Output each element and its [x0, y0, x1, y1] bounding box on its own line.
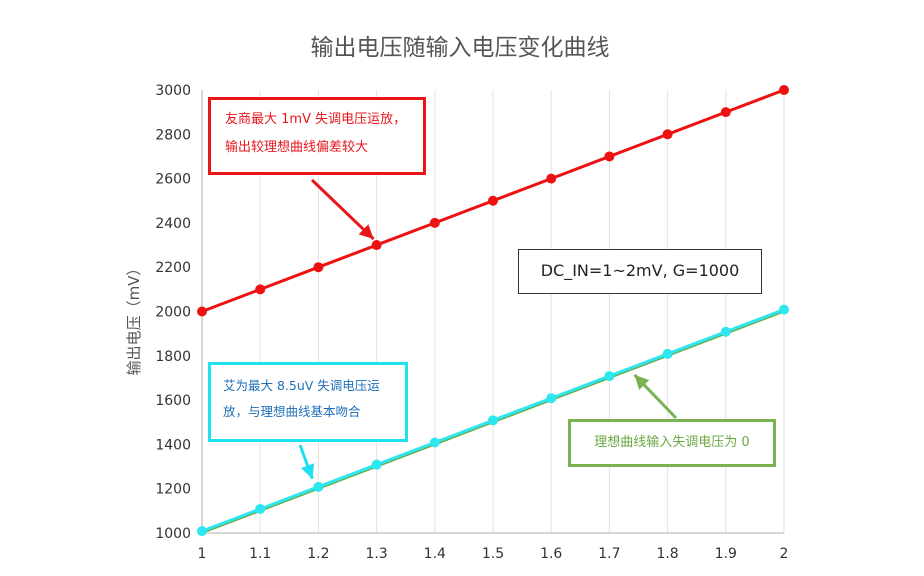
y-tick-label: 2400	[155, 216, 191, 232]
y-tick-label: 2600	[155, 172, 191, 188]
data-point	[488, 195, 498, 206]
data-point	[488, 415, 498, 426]
chart-title: 输出电压随输入电压变化曲线	[311, 35, 610, 61]
x-tick-label: 2	[780, 546, 789, 562]
condition-box: DC_IN=1~2mV, G=1000	[518, 249, 762, 294]
x-tick-label: 1.3	[365, 546, 387, 562]
data-point	[720, 107, 731, 118]
y-tick-label: 1000	[155, 526, 191, 542]
red-annotation-box: 友商最大 1mV 失调电压运放， 输出较理想曲线偏差较大	[208, 97, 426, 175]
x-tick-label: 1.5	[482, 546, 504, 562]
data-point	[604, 371, 615, 382]
y-tick-label: 1400	[155, 437, 191, 453]
y-tick-label: 3000	[155, 83, 191, 99]
green-annotation-arrow-head	[634, 374, 650, 390]
data-point	[779, 85, 789, 95]
red-annotation-arrow-head	[358, 224, 374, 240]
y-tick-label: 1600	[155, 393, 191, 409]
y-tick-label: 2000	[155, 305, 191, 321]
cyan-annotation-line-2: 放，与理想曲线基本吻合	[223, 404, 361, 419]
cyan-annotation-line-1: 艾为最大 8.5uV 失调电压运	[223, 378, 380, 393]
red-annotation-arrow	[310, 178, 375, 241]
x-tick-label: 1.9	[715, 546, 737, 562]
data-point	[662, 129, 673, 140]
data-point	[779, 304, 789, 315]
data-point	[720, 326, 731, 337]
y-tick-label: 1800	[155, 349, 191, 365]
data-point	[662, 348, 673, 359]
y-tick-label: 2200	[155, 260, 191, 276]
x-tick-label: 1.7	[598, 546, 620, 562]
data-point	[546, 173, 557, 184]
series-lines	[197, 85, 789, 537]
data-point	[197, 306, 207, 317]
green-annotation-box: 理想曲线输入失调电压为 0	[568, 419, 776, 467]
x-tick-label: 1.8	[656, 546, 678, 562]
x-tick-label: 1.4	[424, 546, 446, 562]
data-point	[313, 481, 324, 492]
axes: 1 1.1 1.2 1.3 1.4 1.5 1.6 1.7 1.8 1.9 2 1000 1200 140…	[155, 83, 788, 562]
annotation-arrows	[298, 178, 678, 480]
y-axis-label: 输出电压（mV）	[125, 261, 143, 376]
data-point	[255, 503, 266, 514]
cyan-annotation-arrow-head	[301, 463, 315, 479]
data-point	[546, 393, 557, 404]
red-annotation-line-2: 输出较理想曲线偏差较大	[225, 140, 369, 155]
data-point	[197, 526, 207, 537]
cyan-annotation-box: 艾为最大 8.5uV 失调电压运 放，与理想曲线基本吻合	[208, 362, 408, 442]
y-tick-label: 1200	[155, 482, 191, 498]
data-point	[255, 284, 266, 295]
data-point	[429, 217, 440, 228]
x-tick-label: 1.2	[307, 546, 329, 562]
y-tick-label: 2800	[155, 127, 191, 143]
data-point	[371, 240, 382, 251]
data-point	[604, 151, 615, 162]
x-tick-label: 1	[198, 546, 207, 562]
data-point	[429, 437, 440, 448]
x-tick-label: 1.1	[249, 546, 271, 562]
red-annotation-line-1: 友商最大 1mV 失调电压运放，	[225, 112, 407, 127]
data-point	[371, 459, 382, 470]
data-point	[313, 262, 324, 273]
x-tick-label: 1.6	[540, 546, 562, 562]
